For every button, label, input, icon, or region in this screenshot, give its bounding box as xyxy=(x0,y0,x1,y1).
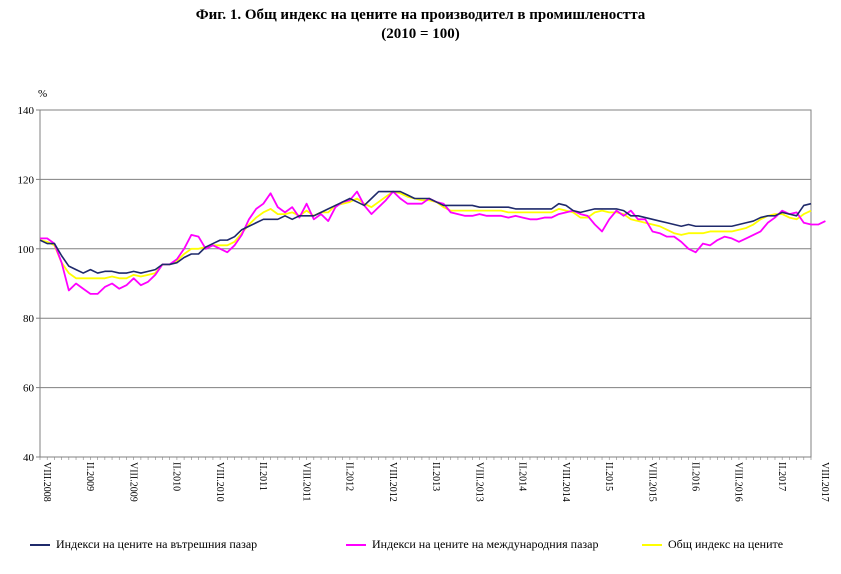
legend-item-domestic: Индекси на цените на вътрешния пазар xyxy=(30,537,257,552)
y-tick-label: 100 xyxy=(18,244,35,256)
x-tick-label: VIII.2011 xyxy=(300,462,311,501)
chart-title-block: Фиг. 1. Общ индекс на цените на производ… xyxy=(0,6,841,44)
x-tick-label: VIII.2009 xyxy=(127,462,138,502)
x-tick-label: II.2009 xyxy=(84,462,95,491)
x-tick-label: VIII.2016 xyxy=(733,462,744,502)
legend-swatch-domestic xyxy=(30,543,50,546)
series-lines xyxy=(39,190,826,295)
y-tick-label: 40 xyxy=(23,452,35,464)
x-tick-label: II.2016 xyxy=(690,462,701,491)
legend-label-domestic: Индекси на цените на вътрешния пазар xyxy=(56,537,258,551)
x-tick-label: II.2011 xyxy=(257,462,268,491)
x-tick-label: VIII.2010 xyxy=(214,462,225,502)
y-axis: 40 60 80 100 120 140 xyxy=(18,105,40,464)
x-axis: VIII.2008 II.2009 VIII.2009 II.2010 VIII.201… xyxy=(39,457,830,502)
gridlines xyxy=(40,178,811,389)
x-tick-label: II.2012 xyxy=(344,462,355,491)
x-tick-label: VIII.2012 xyxy=(387,462,398,502)
legend-item-international: Индекси на цените на международния пазар xyxy=(346,537,598,552)
legend-swatch-international xyxy=(346,543,366,546)
legend-label-international: Индекси на цените на международния пазар xyxy=(372,537,599,551)
series-line-domestic xyxy=(39,190,812,274)
y-tick-label: 140 xyxy=(18,105,35,117)
x-tick-label: II.2017 xyxy=(776,462,787,491)
legend: Индекси на цените на вътрешния пазар Инд… xyxy=(30,537,820,555)
x-tick-label: VIII.2014 xyxy=(560,462,571,502)
y-axis-label: % xyxy=(38,88,47,100)
plot-area xyxy=(39,109,812,458)
chart-title: Фиг. 1. Общ индекс на цените на производ… xyxy=(195,7,646,23)
y-tick-label: 60 xyxy=(23,383,35,395)
x-tick-label: VIII.2015 xyxy=(646,462,657,502)
x-tick-label: II.2010 xyxy=(171,462,182,491)
x-tick-label: II.2014 xyxy=(517,462,528,491)
legend-swatch-total xyxy=(642,543,662,546)
x-tick-label: II.2015 xyxy=(603,462,614,491)
x-tick-label: II.2013 xyxy=(430,462,441,491)
x-tick-label: VIII.2017 xyxy=(819,462,830,502)
y-tick-label: 120 xyxy=(18,174,35,186)
x-tick-label: VIII.2013 xyxy=(473,462,484,502)
legend-item-total: Общ индекс на цените xyxy=(642,537,783,552)
chart-subtitle: (2010 = 100) xyxy=(381,26,460,42)
y-tick-label: 80 xyxy=(23,313,35,325)
legend-label-total: Общ индекс на цените xyxy=(668,537,784,551)
x-tick-label: VIII.2008 xyxy=(41,462,52,502)
